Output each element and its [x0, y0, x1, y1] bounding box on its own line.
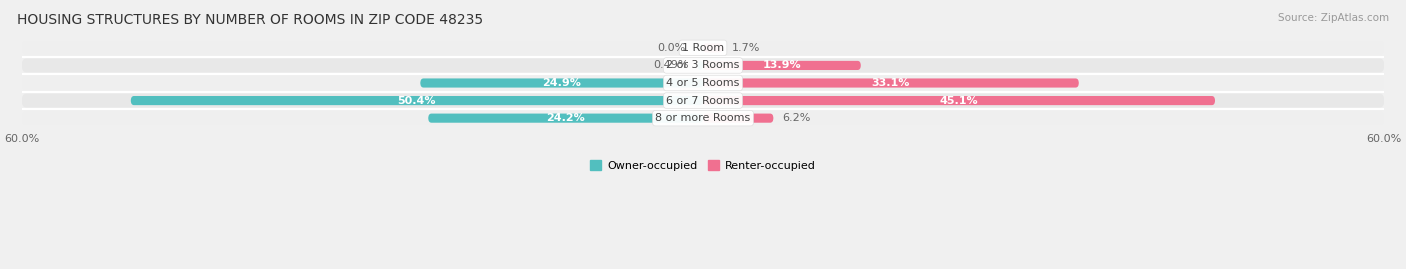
Text: 24.9%: 24.9%: [543, 78, 581, 88]
FancyBboxPatch shape: [21, 59, 1385, 72]
Text: Source: ZipAtlas.com: Source: ZipAtlas.com: [1278, 13, 1389, 23]
Text: 0.49%: 0.49%: [652, 61, 689, 70]
Text: 0.0%: 0.0%: [658, 43, 686, 53]
FancyBboxPatch shape: [703, 96, 1215, 105]
Text: 1 Room: 1 Room: [682, 43, 724, 53]
FancyBboxPatch shape: [697, 61, 703, 70]
Text: 4 or 5 Rooms: 4 or 5 Rooms: [666, 78, 740, 88]
FancyBboxPatch shape: [21, 111, 1385, 125]
Text: 13.9%: 13.9%: [762, 61, 801, 70]
Text: 45.1%: 45.1%: [939, 95, 979, 105]
FancyBboxPatch shape: [131, 96, 703, 105]
FancyBboxPatch shape: [21, 94, 1385, 107]
Text: 6.2%: 6.2%: [783, 113, 811, 123]
Text: 24.2%: 24.2%: [547, 113, 585, 123]
FancyBboxPatch shape: [21, 41, 1385, 55]
FancyBboxPatch shape: [21, 76, 1385, 90]
Text: 6 or 7 Rooms: 6 or 7 Rooms: [666, 95, 740, 105]
Text: HOUSING STRUCTURES BY NUMBER OF ROOMS IN ZIP CODE 48235: HOUSING STRUCTURES BY NUMBER OF ROOMS IN…: [17, 13, 484, 27]
FancyBboxPatch shape: [420, 79, 703, 88]
Text: 2 or 3 Rooms: 2 or 3 Rooms: [666, 61, 740, 70]
Text: 33.1%: 33.1%: [872, 78, 910, 88]
Text: 8 or more Rooms: 8 or more Rooms: [655, 113, 751, 123]
FancyBboxPatch shape: [703, 114, 773, 123]
FancyBboxPatch shape: [429, 114, 703, 123]
FancyBboxPatch shape: [703, 79, 1078, 88]
Text: 50.4%: 50.4%: [398, 95, 436, 105]
FancyBboxPatch shape: [703, 43, 723, 52]
Legend: Owner-occupied, Renter-occupied: Owner-occupied, Renter-occupied: [586, 156, 820, 175]
FancyBboxPatch shape: [703, 61, 860, 70]
Text: 1.7%: 1.7%: [731, 43, 759, 53]
